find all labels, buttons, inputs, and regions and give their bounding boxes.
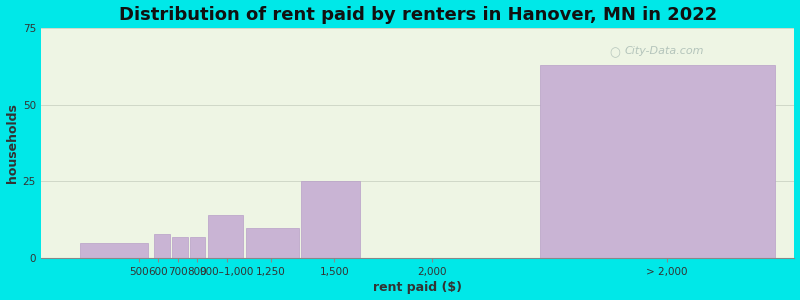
Y-axis label: households: households [6, 103, 18, 183]
Bar [80, 243, 149, 258]
Bar [246, 227, 299, 258]
X-axis label: rent paid ($): rent paid ($) [373, 281, 462, 294]
Title: Distribution of rent paid by renters in Hanover, MN in 2022: Distribution of rent paid by renters in … [118, 6, 717, 24]
Text: ○: ○ [610, 46, 621, 59]
Bar [172, 237, 188, 258]
Bar [540, 65, 775, 258]
Bar [154, 234, 170, 258]
Text: City-Data.com: City-Data.com [625, 46, 704, 56]
Bar [208, 215, 243, 258]
Bar [190, 237, 206, 258]
Bar [301, 182, 360, 258]
